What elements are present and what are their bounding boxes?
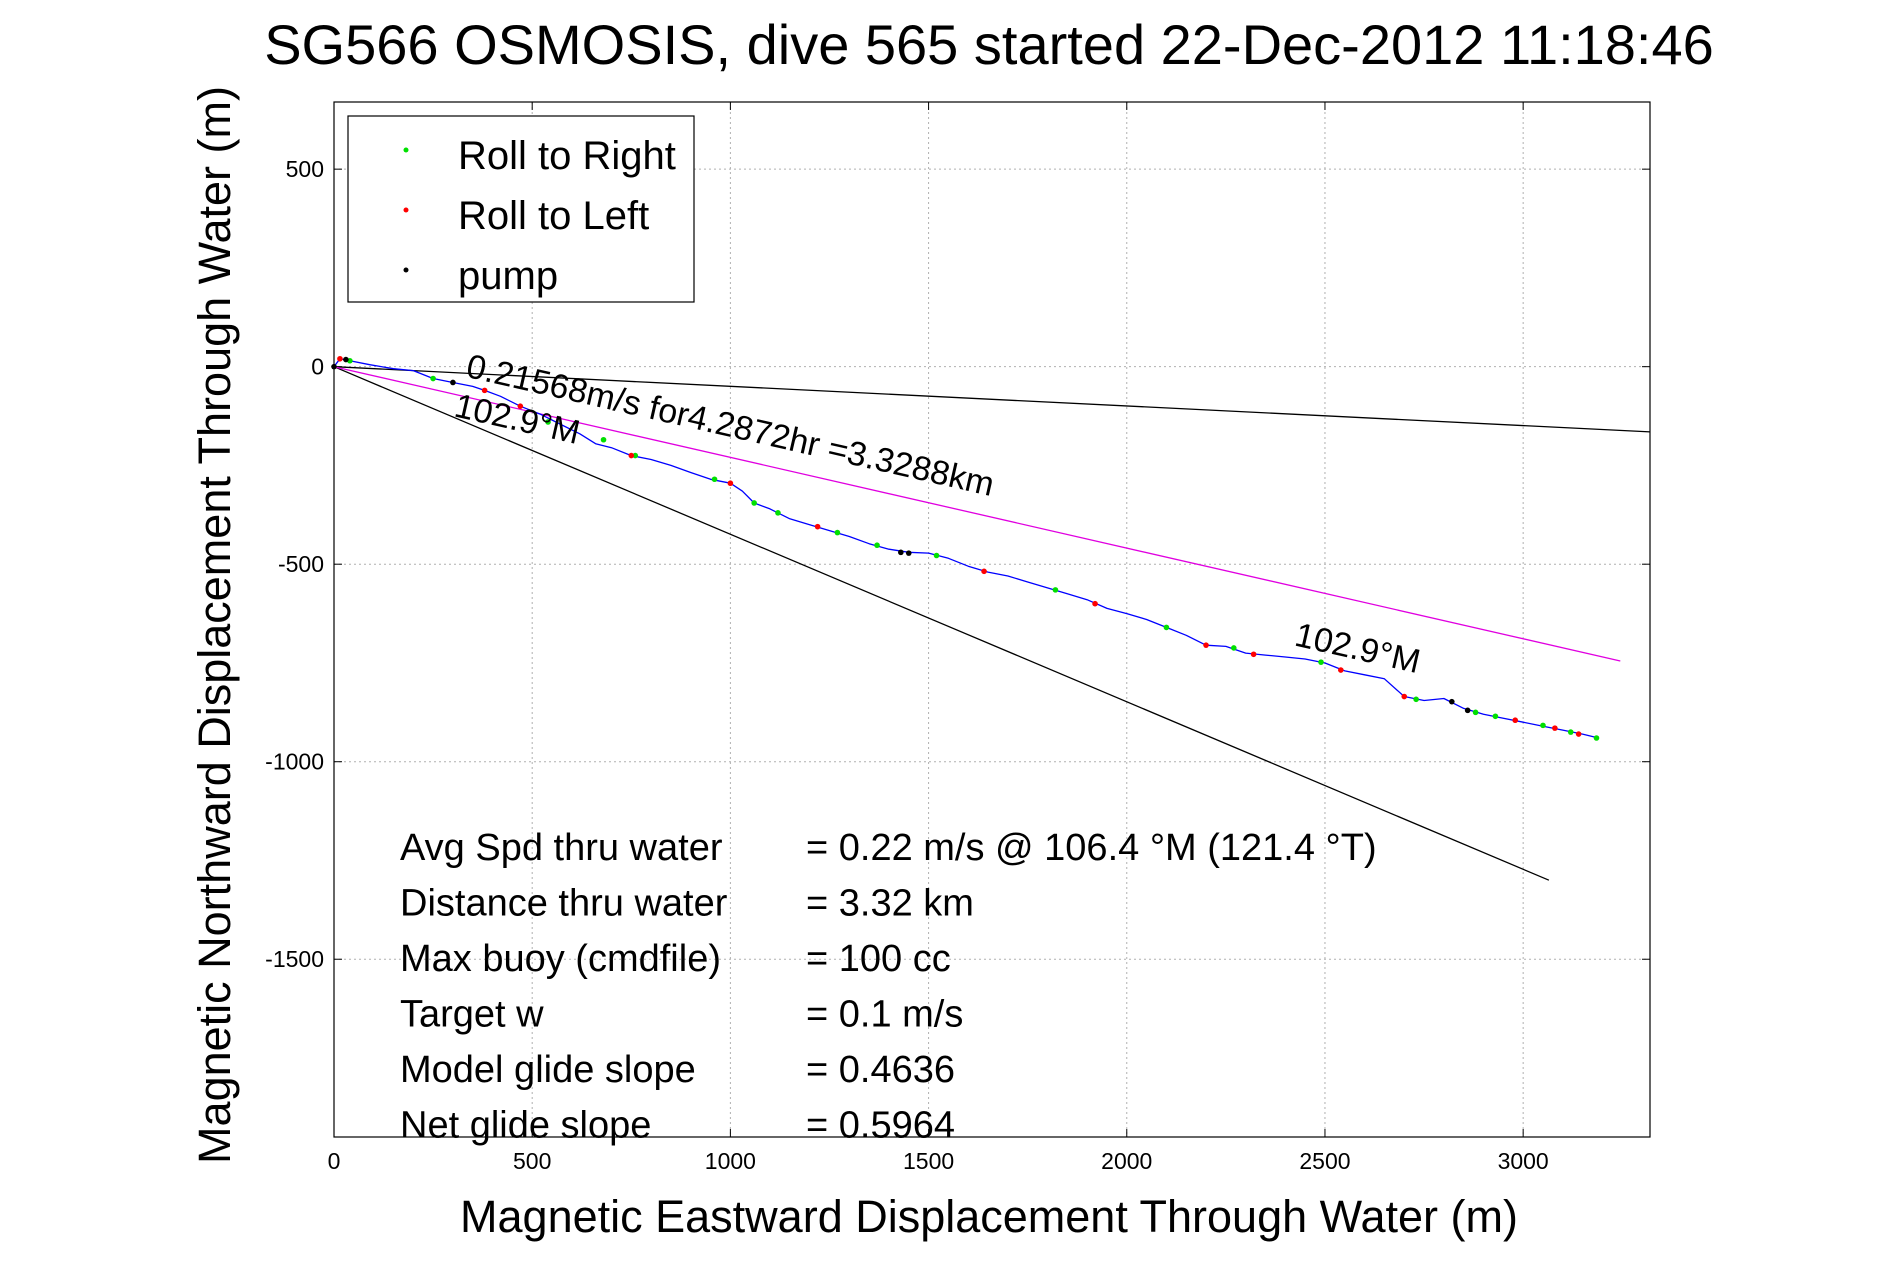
roll-right-marker <box>430 375 436 382</box>
roll-left-marker <box>1250 651 1257 658</box>
roll-left-marker <box>1338 667 1344 673</box>
y-tick-label: -1000 <box>265 749 324 775</box>
x-tick-label: 2000 <box>1101 1148 1152 1174</box>
pump-marker <box>343 356 349 363</box>
stat-label: Distance thru water <box>400 883 728 925</box>
roll-right-marker <box>711 476 718 483</box>
roll-left-marker <box>1092 600 1098 607</box>
pump-marker <box>905 550 912 556</box>
legend-label: pump <box>458 254 558 298</box>
roll-right-marker <box>1593 735 1600 741</box>
pump-marker <box>898 549 904 556</box>
roll-right-marker <box>1472 709 1479 716</box>
x-tick-label: 1500 <box>903 1148 954 1174</box>
x-tick-label: 3000 <box>1498 1148 1549 1174</box>
roll-right-marker <box>1052 587 1059 593</box>
reference-line <box>333 366 1550 881</box>
roll-right-marker <box>600 436 607 443</box>
roll-left-marker <box>727 480 734 487</box>
stat-value: = 0.22 m/s @ 106.4 °M (121.4 °T) <box>806 827 1377 869</box>
roll-left-marker <box>1552 725 1558 731</box>
y-axis-label: Magnetic Northward Displacement Through … <box>189 86 240 1164</box>
roll-right-marker <box>545 419 551 425</box>
roll-left-marker <box>481 387 488 394</box>
roll-left-marker <box>814 523 821 530</box>
roll-right-marker <box>1413 696 1419 703</box>
roll-left-marker <box>517 403 524 409</box>
roll-right-marker <box>1567 729 1574 735</box>
x-axis-label: Magnetic Eastward Displacement Through W… <box>460 1191 1518 1242</box>
roll-right-marker <box>874 542 880 549</box>
x-tick-label: 2500 <box>1299 1148 1350 1174</box>
legend-marker <box>403 267 409 273</box>
y-tick-label: -1500 <box>265 946 324 972</box>
roll-left-marker <box>981 568 987 575</box>
stat-value: = 3.32 km <box>806 883 974 925</box>
roll-left-marker <box>337 355 343 362</box>
x-tick-label: 0 <box>328 1148 341 1174</box>
stat-label: Target w <box>400 994 544 1036</box>
stat-label: Model glide slope <box>400 1049 696 1091</box>
roll-left-marker <box>628 452 635 459</box>
x-tick-label: 500 <box>513 1148 551 1174</box>
y-tick-label: 500 <box>286 156 324 182</box>
plot-area: 0 500 1000 1500 2000 2500 3000 500 0 -500 -1000 -15… <box>265 101 1651 1174</box>
stat-value: = 0.4636 <box>806 1049 955 1091</box>
roll-right-marker <box>775 510 781 516</box>
roll-right-marker <box>834 529 841 536</box>
legend-marker <box>403 207 409 213</box>
y-tick-label: -500 <box>278 551 324 577</box>
pump-marker <box>450 379 456 386</box>
legend-label: Roll to Right <box>458 134 676 178</box>
roll-right-marker <box>1492 713 1499 720</box>
stat-value: = 100 cc <box>806 938 951 980</box>
legend-marker <box>403 147 409 153</box>
roll-left-marker <box>1203 642 1209 648</box>
roll-right-marker <box>1318 659 1324 665</box>
roll-right-marker <box>751 500 757 506</box>
roll-right-marker <box>632 452 639 459</box>
roll-left-marker <box>1575 731 1582 737</box>
reference-line <box>333 366 1621 662</box>
roll-left-marker <box>1512 717 1519 724</box>
stat-label: Net glide slope <box>400 1105 651 1147</box>
legend-label: Roll to Left <box>458 194 649 238</box>
roll-right-marker <box>933 552 940 559</box>
x-tick-label: 1000 <box>705 1148 756 1174</box>
roll-right-marker <box>1230 645 1237 651</box>
pump-marker <box>1449 698 1455 705</box>
stat-label: Avg Spd thru water <box>400 827 723 869</box>
y-tick-label: 0 <box>311 354 324 380</box>
reference-line <box>333 366 1651 433</box>
roll-left-marker <box>1401 693 1408 700</box>
chart-title: SG566 OSMOSIS, dive 565 started 22-Dec-2… <box>264 13 1714 76</box>
stat-value: = 0.5964 <box>806 1105 955 1147</box>
pump-marker <box>1464 707 1471 714</box>
stat-value: = 0.1 m/s <box>806 994 963 1036</box>
axes-frame <box>333 101 1651 1138</box>
roll-right-marker <box>1540 722 1546 729</box>
legend: Roll to Right Roll to Left pump <box>347 115 695 303</box>
roll-right-marker <box>1163 624 1170 631</box>
stat-label: Max buoy (cmdfile) <box>400 938 721 980</box>
